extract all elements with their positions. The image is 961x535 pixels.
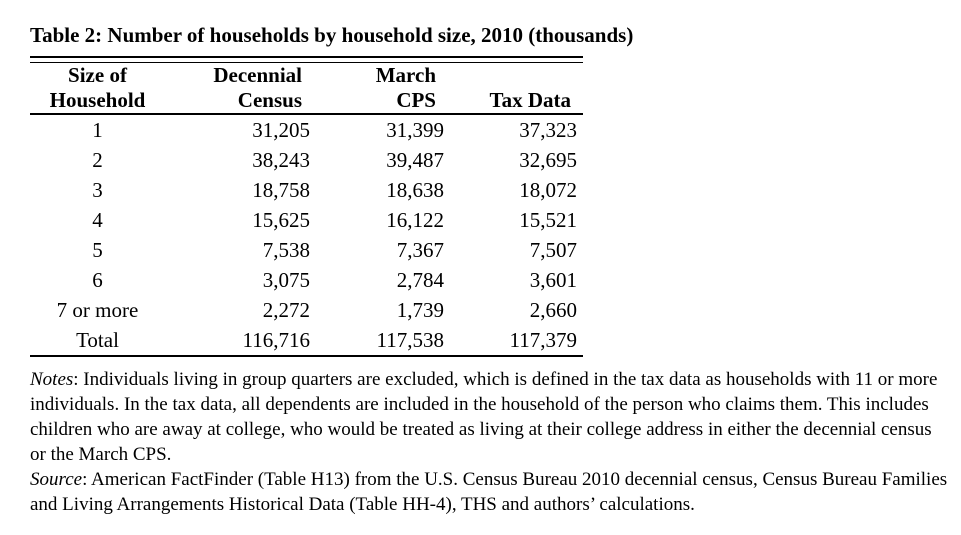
table-row-total: Total 116,716 117,538 117,379	[30, 325, 583, 356]
table-row: 4 15,625 16,122 15,521	[30, 205, 583, 235]
households-table: Size of Decennial March Household Census…	[30, 63, 583, 357]
source-text: : American FactFinder (Table H13) from t…	[30, 469, 948, 515]
cell-size: 7 or more	[56, 298, 139, 322]
cell-size: 2	[92, 148, 103, 172]
cell-cps: 31,399	[386, 118, 444, 142]
notes-paragraph: Notes: Individuals living in group quart…	[30, 367, 950, 467]
cell-size: 4	[92, 208, 103, 232]
cell-tax: 15,521	[519, 208, 577, 232]
source-label: Source	[30, 469, 83, 490]
table-header: Size of Decennial March Household Census…	[30, 63, 583, 114]
cell-size: 6	[92, 268, 103, 292]
cell-tax: 18,072	[519, 178, 577, 202]
cell-census: 38,243	[252, 148, 310, 172]
cell-census: 31,205	[252, 118, 310, 142]
households-table-block: Size of Decennial March Household Census…	[30, 56, 583, 357]
table-row: 2 38,243 39,487 32,695	[30, 145, 583, 175]
col-header-census-line2: Census	[237, 88, 302, 112]
cell-census: 18,758	[252, 178, 310, 202]
table-row: 5 7,538 7,367 7,507	[30, 235, 583, 265]
table-body: 1 31,205 31,399 37,323 2 38,243 39,487 3…	[30, 114, 583, 356]
cell-size: 3	[92, 178, 103, 202]
cell-census: 116,716	[242, 328, 310, 352]
cell-cps: 2,784	[396, 268, 444, 292]
notes-label: Notes	[30, 369, 74, 390]
cell-tax: 32,695	[519, 148, 577, 172]
table-row: 6 3,075 2,784 3,601	[30, 265, 583, 295]
cell-size: Total	[76, 328, 119, 352]
cell-cps: 39,487	[386, 148, 444, 172]
cell-cps: 16,122	[386, 208, 444, 232]
table-header-row-1: Size of Decennial March	[30, 63, 583, 88]
table-row: 7 or more 2,272 1,739 2,660	[30, 295, 583, 325]
col-header-cps-line1: March	[375, 63, 436, 87]
cell-size: 1	[92, 118, 103, 142]
cell-cps: 18,638	[386, 178, 444, 202]
cell-tax: 7,507	[529, 238, 577, 262]
cell-census: 15,625	[252, 208, 310, 232]
table-notes-block: Notes: Individuals living in group quart…	[30, 367, 950, 517]
notes-text: : Individuals living in group quarters a…	[30, 369, 938, 465]
source-paragraph: Source: American FactFinder (Table H13) …	[30, 467, 950, 517]
cell-census: 3,075	[262, 268, 310, 292]
cell-cps: 117,538	[376, 328, 444, 352]
cell-cps: 7,367	[396, 238, 444, 262]
cell-tax: 37,323	[519, 118, 577, 142]
col-header-tax-line1	[444, 63, 583, 88]
col-header-size-line2: Household	[49, 88, 146, 112]
cell-cps: 1,739	[396, 298, 444, 322]
col-header-cps-line2: CPS	[396, 88, 436, 112]
table-row: 3 18,758 18,638 18,072	[30, 175, 583, 205]
table-title: Table 2: Number of households by househo…	[30, 23, 634, 47]
table-header-row-2: Household Census CPS Tax Data	[30, 88, 583, 114]
cell-tax: 2,660	[529, 298, 577, 322]
col-header-census-line1: Decennial	[213, 63, 302, 87]
table-row: 1 31,205 31,399 37,323	[30, 114, 583, 145]
col-header-size-line1: Size of	[68, 63, 127, 87]
cell-tax: 3,601	[529, 268, 577, 292]
cell-tax: 117,379	[509, 328, 577, 352]
cell-census: 2,272	[262, 298, 310, 322]
table-top-double-rule	[30, 56, 583, 63]
cell-census: 7,538	[262, 238, 310, 262]
cell-size: 5	[92, 238, 103, 262]
col-header-tax-line2: Tax Data	[489, 88, 572, 112]
